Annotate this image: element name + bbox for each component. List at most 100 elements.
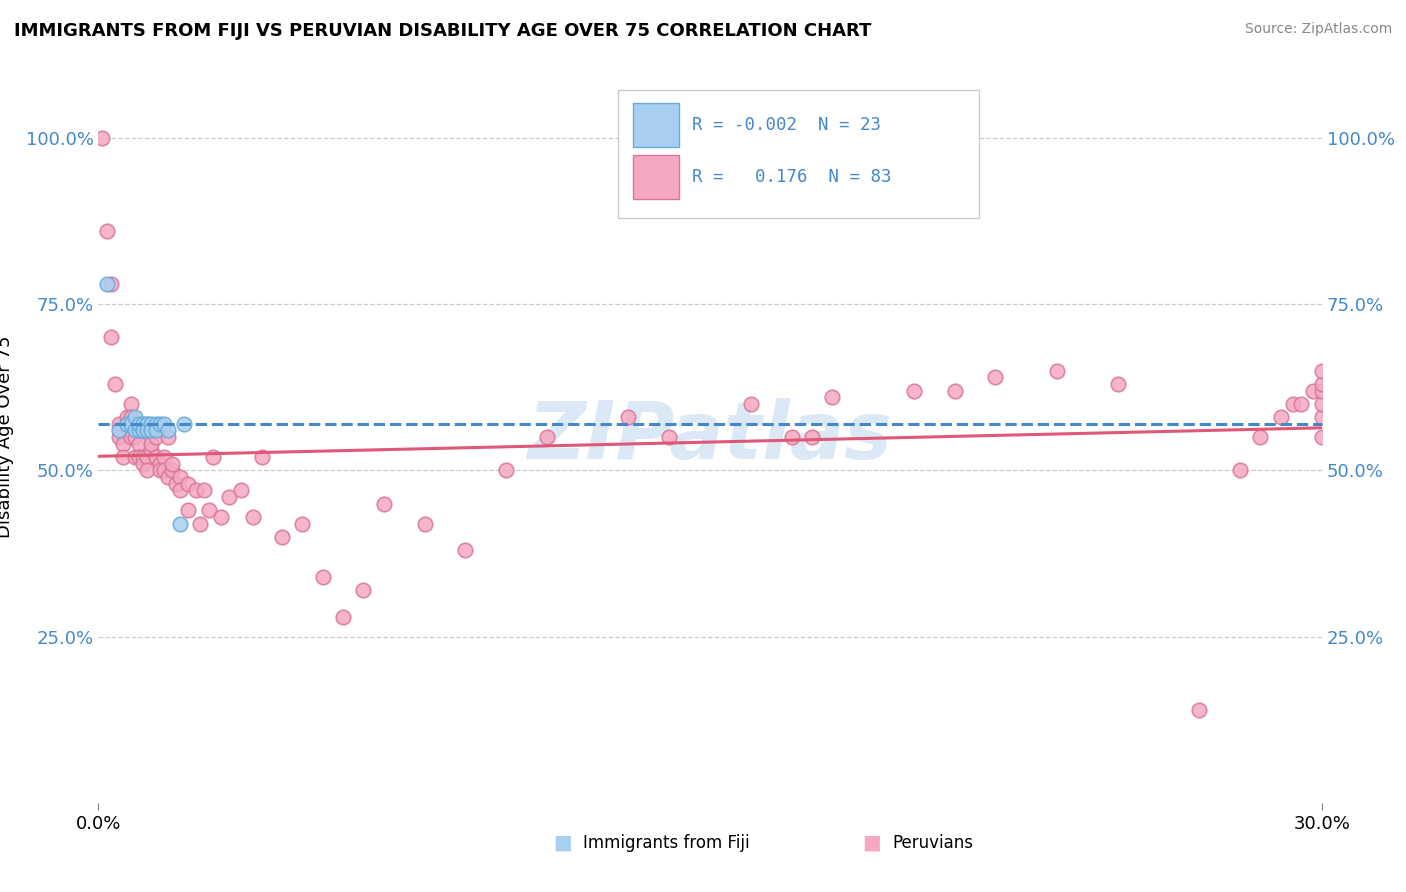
Point bbox=[156, 470, 179, 484]
Point bbox=[120, 397, 142, 411]
Point bbox=[169, 470, 191, 484]
Point bbox=[740, 397, 762, 411]
Point bbox=[141, 424, 163, 438]
Point bbox=[100, 277, 122, 292]
Point bbox=[1045, 363, 1069, 377]
Point bbox=[617, 410, 640, 425]
Point bbox=[173, 417, 195, 431]
Point bbox=[152, 463, 174, 477]
Point bbox=[984, 370, 1007, 384]
Point bbox=[1107, 376, 1129, 391]
Point bbox=[141, 443, 163, 458]
FancyBboxPatch shape bbox=[633, 103, 679, 146]
Point bbox=[96, 224, 118, 238]
Point bbox=[132, 424, 155, 438]
Point bbox=[1302, 384, 1324, 398]
Y-axis label: Disability Age Over 75: Disability Age Over 75 bbox=[0, 335, 14, 539]
Point bbox=[145, 417, 167, 431]
Point bbox=[165, 476, 187, 491]
Point bbox=[160, 457, 183, 471]
Point bbox=[209, 509, 232, 524]
Point bbox=[943, 384, 966, 398]
Point bbox=[149, 463, 172, 477]
Point bbox=[1310, 376, 1333, 391]
Point bbox=[124, 424, 146, 438]
Text: ▪: ▪ bbox=[553, 829, 572, 857]
Point bbox=[124, 410, 146, 425]
Text: R = -0.002  N = 23: R = -0.002 N = 23 bbox=[692, 116, 880, 134]
Point bbox=[413, 516, 436, 531]
Point bbox=[115, 417, 138, 431]
Point bbox=[250, 450, 273, 464]
Point bbox=[270, 530, 294, 544]
FancyBboxPatch shape bbox=[619, 89, 979, 218]
Point bbox=[1310, 430, 1333, 444]
Point bbox=[96, 277, 118, 292]
Point bbox=[108, 424, 131, 438]
Point bbox=[156, 430, 179, 444]
Point bbox=[128, 436, 150, 450]
Point bbox=[152, 417, 174, 431]
Point bbox=[108, 417, 131, 431]
Point bbox=[124, 450, 146, 464]
Point bbox=[145, 430, 167, 444]
Point bbox=[145, 424, 167, 438]
Point bbox=[177, 476, 200, 491]
Point bbox=[141, 436, 163, 450]
Text: IMMIGRANTS FROM FIJI VS PERUVIAN DISABILITY AGE OVER 75 CORRELATION CHART: IMMIGRANTS FROM FIJI VS PERUVIAN DISABIL… bbox=[14, 22, 872, 40]
Point bbox=[197, 503, 219, 517]
Point bbox=[332, 609, 354, 624]
Point bbox=[136, 450, 159, 464]
Point bbox=[373, 497, 395, 511]
Point bbox=[136, 424, 159, 438]
Point bbox=[136, 417, 159, 431]
Point bbox=[242, 509, 264, 524]
Text: Peruvians: Peruvians bbox=[893, 834, 974, 852]
Point bbox=[124, 430, 146, 444]
Point bbox=[115, 417, 138, 431]
Point bbox=[111, 436, 134, 450]
Point bbox=[1249, 430, 1271, 444]
Point bbox=[115, 410, 138, 425]
Text: Source: ZipAtlas.com: Source: ZipAtlas.com bbox=[1244, 22, 1392, 37]
Point bbox=[658, 430, 681, 444]
Point bbox=[536, 430, 558, 444]
Point bbox=[120, 417, 142, 431]
Point bbox=[495, 463, 517, 477]
Point bbox=[231, 483, 253, 498]
Point bbox=[1310, 410, 1333, 425]
Point bbox=[141, 417, 163, 431]
Point bbox=[149, 457, 172, 471]
Point bbox=[136, 417, 159, 431]
Point bbox=[201, 450, 224, 464]
Point bbox=[120, 410, 142, 425]
Point bbox=[1310, 363, 1333, 377]
Point bbox=[454, 543, 477, 558]
Point bbox=[1291, 397, 1313, 411]
Point bbox=[821, 390, 844, 404]
Text: ZIPatlas: ZIPatlas bbox=[527, 398, 893, 476]
Point bbox=[291, 516, 314, 531]
Point bbox=[91, 131, 114, 145]
Text: ▪: ▪ bbox=[862, 829, 882, 857]
Point bbox=[128, 417, 150, 431]
Text: Immigrants from Fiji: Immigrants from Fiji bbox=[583, 834, 751, 852]
Point bbox=[1229, 463, 1251, 477]
Point bbox=[132, 424, 155, 438]
Point bbox=[128, 450, 150, 464]
Point bbox=[177, 503, 200, 517]
Point bbox=[903, 384, 925, 398]
Point bbox=[1310, 384, 1333, 398]
Point bbox=[104, 376, 127, 391]
Point bbox=[120, 430, 142, 444]
Point bbox=[312, 570, 335, 584]
FancyBboxPatch shape bbox=[633, 155, 679, 200]
Point bbox=[108, 430, 131, 444]
Point bbox=[100, 330, 122, 344]
Point bbox=[160, 463, 183, 477]
Point bbox=[193, 483, 215, 498]
Point bbox=[218, 490, 240, 504]
Text: R =   0.176  N = 83: R = 0.176 N = 83 bbox=[692, 169, 891, 186]
Point bbox=[1310, 397, 1333, 411]
Point bbox=[801, 430, 824, 444]
